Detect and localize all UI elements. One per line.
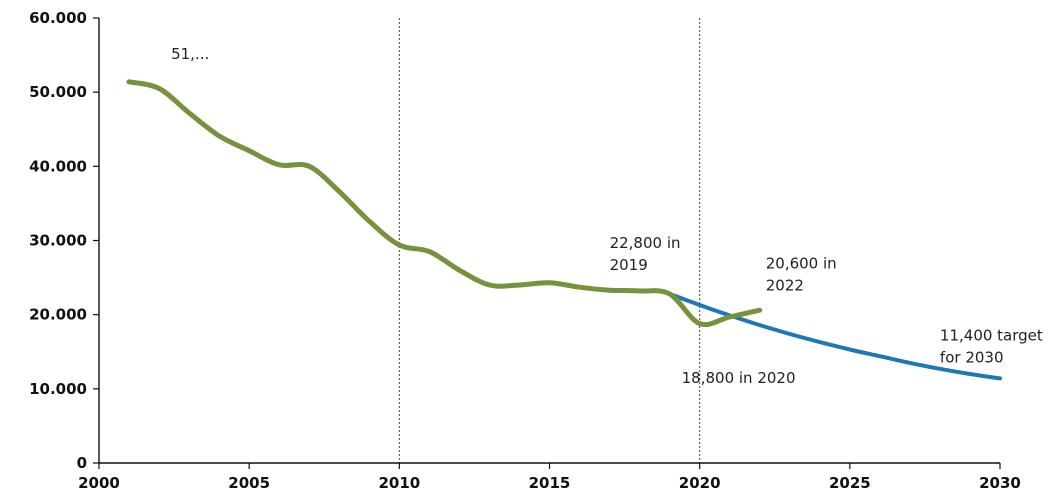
annotation-ann-2001: 51,... — [171, 45, 209, 63]
y-tick-label: 40.000 — [29, 157, 87, 175]
y-tick-label: 60.000 — [29, 9, 87, 27]
x-tick-label: 2030 — [979, 474, 1021, 492]
x-tick-label: 2010 — [378, 474, 420, 492]
x-tick-label: 2025 — [829, 474, 871, 492]
annotation-ann-2030: 11,400 target for 2030 — [940, 327, 1043, 367]
x-tick-label: 2000 — [78, 474, 120, 492]
x-tick-label: 2020 — [679, 474, 721, 492]
annotation-line: 22,800 in — [610, 234, 681, 252]
x-axis-ticks: 2000 2005 2010 2015 2020 2025 2030 — [78, 463, 1021, 492]
x-tick-label: 2005 — [228, 474, 270, 492]
series-line-target — [667, 291, 1002, 381]
annotations: 51,... 22,800 in 2019 20,600 in 2022 18,800 i… — [171, 45, 1043, 387]
annotation-ann-2019: 22,800 in 2019 — [610, 234, 681, 274]
y-axis-ticks: 0 10.000 20.000 30.000 40.000 50.000 60.000 — [29, 9, 99, 472]
annotation-line: 20,600 in — [766, 255, 837, 273]
annotation-line: for 2030 — [940, 349, 1004, 367]
series-line-actual — [126, 79, 763, 327]
annotation-line: 2019 — [610, 256, 648, 274]
y-tick-label: 20.000 — [29, 306, 87, 324]
y-tick-label: 30.000 — [29, 232, 87, 250]
annotation-line: 18,800 in 2020 — [682, 369, 796, 387]
x-tick-label: 2015 — [529, 474, 571, 492]
annotation-line: 11,400 target — [940, 327, 1043, 345]
series-group — [126, 79, 1002, 381]
annotation-line: 2022 — [766, 277, 804, 295]
annotation-line: 51,... — [171, 45, 209, 63]
axes — [98, 18, 1000, 464]
y-tick-label: 10.000 — [29, 380, 87, 398]
y-tick-label: 50.000 — [29, 83, 87, 101]
y-tick-label: 0 — [77, 454, 87, 472]
annotation-ann-2022: 20,600 in 2022 — [766, 255, 837, 295]
annotation-ann-2020: 18,800 in 2020 — [682, 369, 796, 387]
